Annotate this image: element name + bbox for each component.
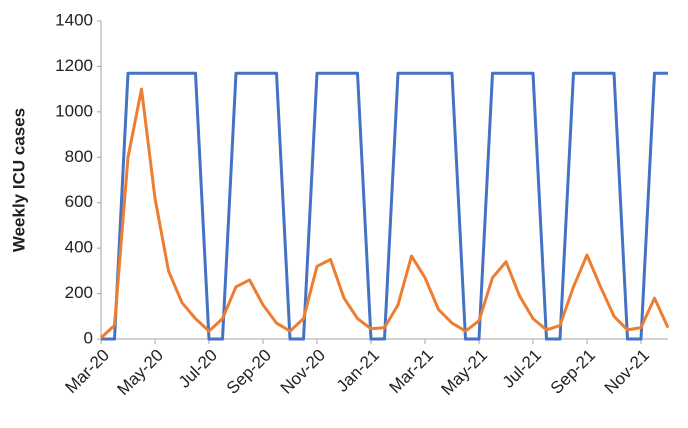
x-tick-label: Nov-21	[601, 346, 653, 398]
y-tick-label: 800	[65, 147, 93, 166]
y-tick-label: 1400	[55, 10, 93, 29]
x-tick-label: Jan-21	[333, 346, 383, 396]
x-tick-label: Mar-21	[385, 346, 437, 398]
x-tick-label: Jul-20	[175, 346, 221, 392]
x-tick-label: Jul-21	[499, 346, 545, 392]
y-tick-label: 0	[84, 328, 93, 347]
y-tick-label: 200	[65, 283, 93, 302]
x-tick-label: Nov-20	[277, 346, 329, 398]
series-line	[101, 71, 668, 341]
y-tick-label: 600	[65, 192, 93, 211]
y-axis-label: Weekly ICU cases	[9, 108, 28, 252]
x-tick-label: Mar-20	[61, 346, 113, 398]
y-tick-label: 400	[65, 238, 93, 257]
y-tick-label: 1200	[55, 56, 93, 75]
series-line	[99, 87, 670, 340]
x-tick-label: Sep-21	[547, 346, 599, 398]
x-tick-label: May-21	[437, 346, 491, 400]
x-tick-label: Sep-20	[223, 346, 275, 398]
y-tick-label: 1000	[55, 101, 93, 120]
x-tick-label: May-20	[113, 346, 167, 400]
